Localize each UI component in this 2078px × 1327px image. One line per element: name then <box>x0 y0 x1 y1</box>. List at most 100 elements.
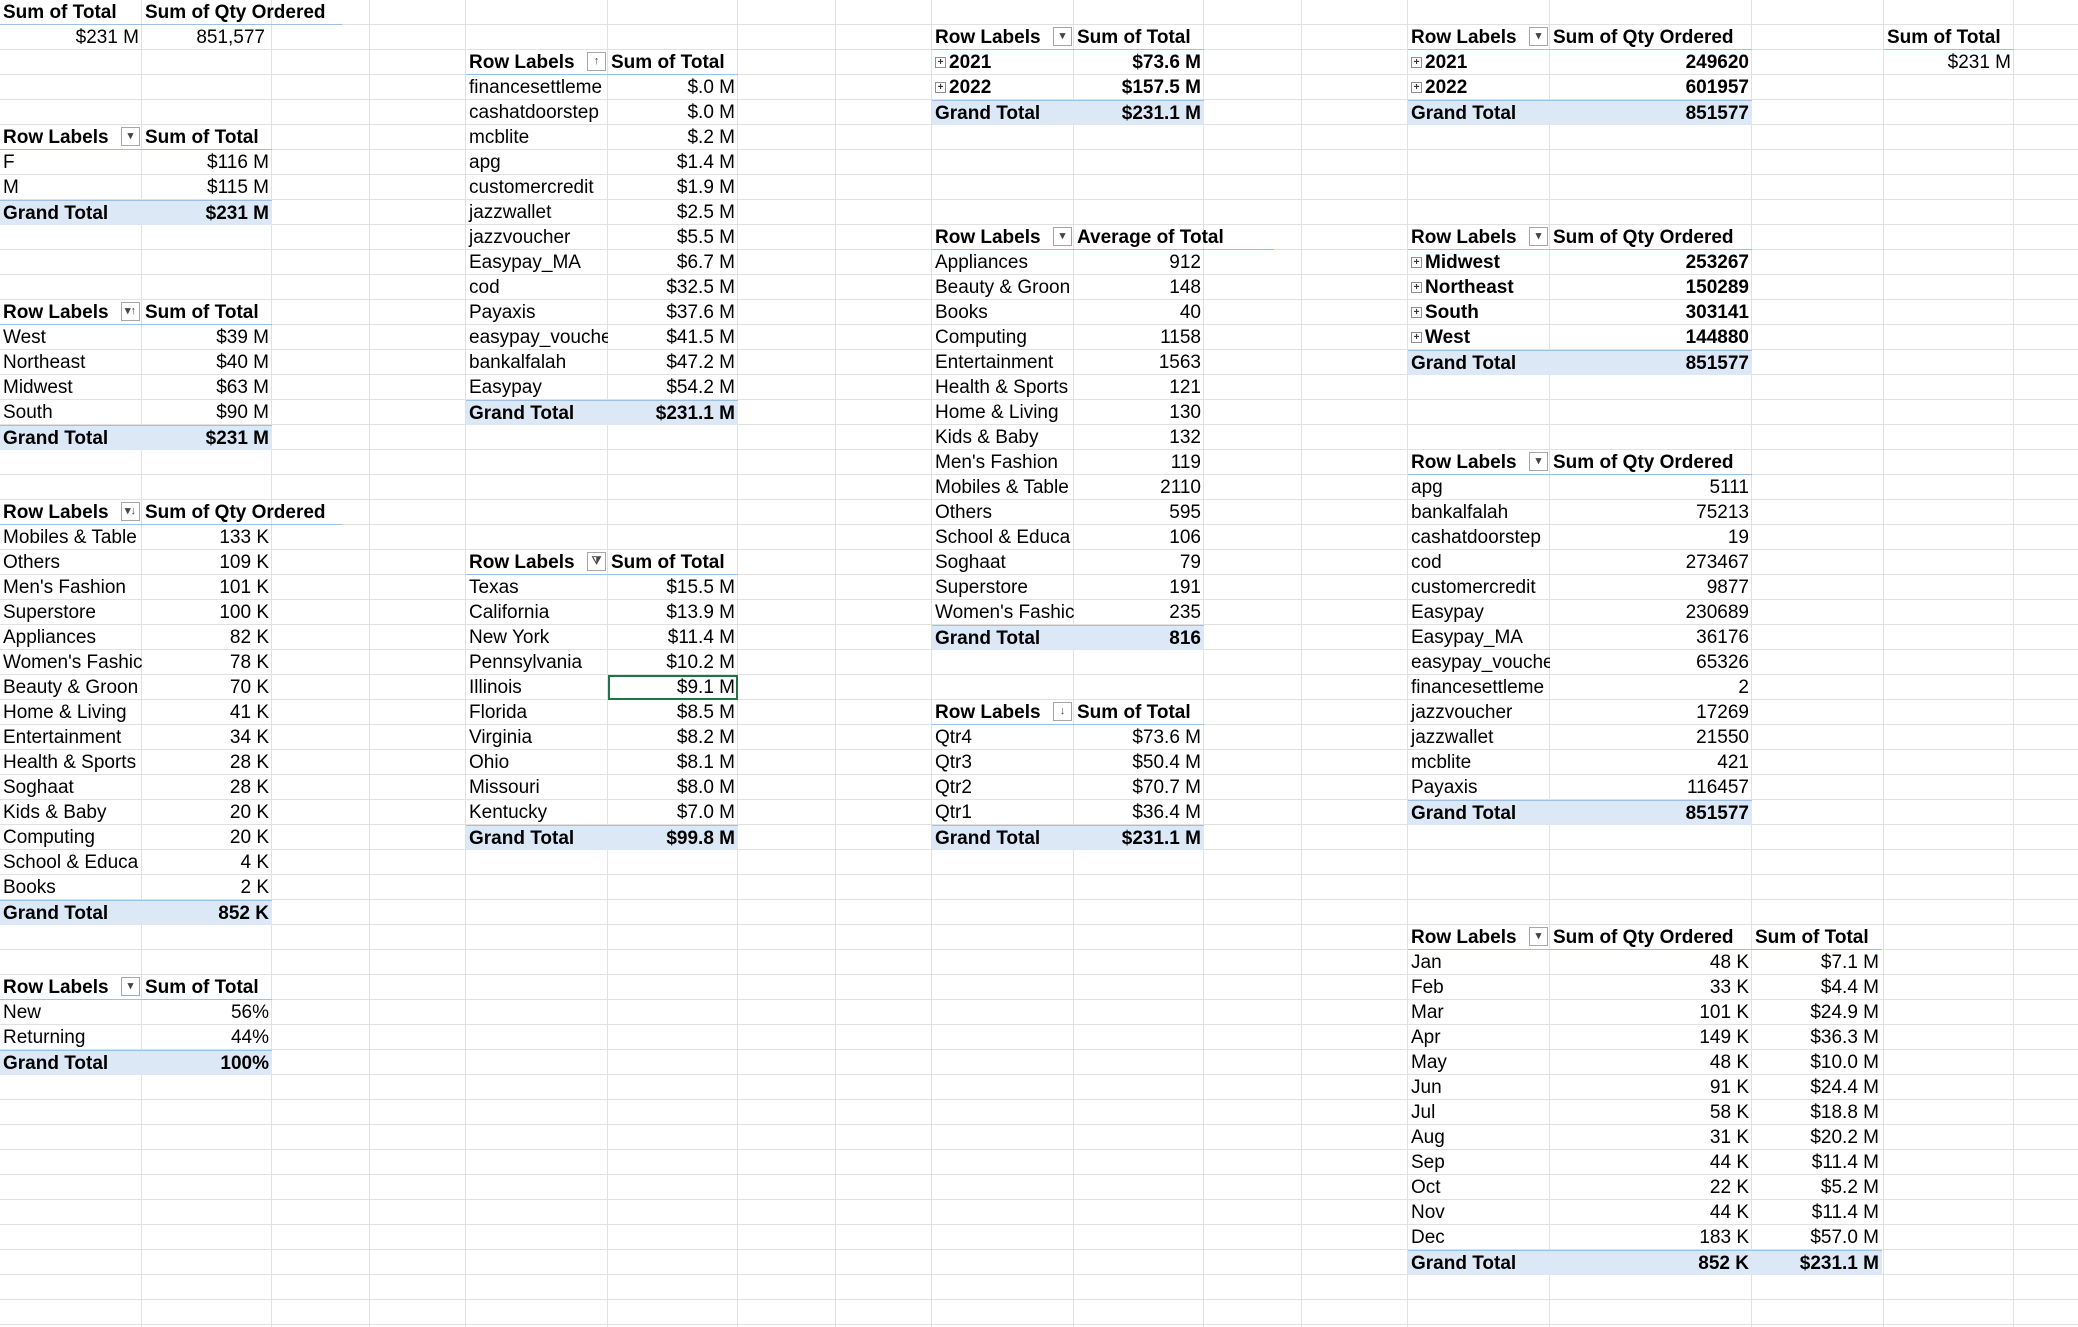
grand-total-label[interactable]: Grand Total <box>932 825 1074 850</box>
row-label-cell[interactable]: Qtr4 <box>932 725 1074 750</box>
grand-total-value[interactable]: 851577 <box>1550 100 1752 125</box>
grand-total-label[interactable]: Grand Total <box>1408 350 1550 375</box>
value-cell[interactable]: $.2 M <box>608 125 738 150</box>
value-cell[interactable]: $7.0 M <box>608 800 738 825</box>
value-cell[interactable]: 303141 <box>1550 300 1752 325</box>
row-label-cell[interactable]: easypay_vouche <box>466 325 608 350</box>
row-label-cell[interactable]: Payaxis <box>466 300 608 325</box>
value-cell[interactable]: $73.6 M <box>1074 725 1204 750</box>
row-label-cell[interactable]: Entertainment <box>0 725 142 750</box>
grand-total-value[interactable]: 816 <box>1074 625 1204 650</box>
row-label-cell[interactable]: apg <box>1408 475 1550 500</box>
sort-descending-icon[interactable]: ▾↓ <box>121 502 140 521</box>
value-cell[interactable]: 58 K <box>1550 1100 1752 1125</box>
pivot-region-total[interactable]: Row Labels ▾↑ Sum of Total West $39 M North… <box>0 300 272 450</box>
value-cell[interactable]: 33 K <box>1550 975 1752 1000</box>
row-label-cell[interactable]: Computing <box>932 325 1074 350</box>
value-cell[interactable]: 82 K <box>142 625 272 650</box>
expand-plus-icon[interactable]: + <box>1411 332 1422 344</box>
row-label-cell[interactable]: Others <box>0 550 142 575</box>
row-label-cell[interactable]: financesettleme <box>1408 675 1550 700</box>
value-cell[interactable]: 133 K <box>142 525 272 550</box>
row-label-cell[interactable]: Kentucky <box>466 800 608 825</box>
row-label-cell[interactable]: cod <box>466 275 608 300</box>
row-label-cell[interactable]: Health & Sports <box>932 375 1074 400</box>
row-label-cell[interactable]: Illinois <box>466 675 608 700</box>
value-cell[interactable]: 130 <box>1074 400 1204 425</box>
value-cell[interactable]: 150289 <box>1550 275 1752 300</box>
value-cell[interactable]: $5.5 M <box>608 225 738 250</box>
row-label-cell[interactable]: Entertainment <box>932 350 1074 375</box>
row-label-cell[interactable]: Home & Living <box>0 700 142 725</box>
row-label-cell[interactable]: Midwest <box>0 375 142 400</box>
grand-total-value[interactable]: $231.1 M <box>608 400 738 425</box>
row-label-cell[interactable]: May <box>1408 1050 1550 1075</box>
row-label-cell[interactable]: Qtr2 <box>932 775 1074 800</box>
row-labels-header[interactable]: Row Labels ▾↑ <box>0 300 142 325</box>
value-cell[interactable]: $4.4 M <box>1752 975 1882 1000</box>
row-label-cell[interactable]: Soghaat <box>932 550 1074 575</box>
expand-plus-icon[interactable]: + <box>935 82 946 94</box>
row-label-cell[interactable]: Easypay <box>1408 600 1550 625</box>
grand-total-label[interactable]: Grand Total <box>932 100 1074 125</box>
row-label-cell[interactable]: apg <box>466 150 608 175</box>
value-cell[interactable]: $6.7 M <box>608 250 738 275</box>
dropdown-arrow-icon[interactable]: ▾ <box>1529 227 1548 246</box>
value-cell[interactable]: 2110 <box>1074 475 1204 500</box>
value-cell[interactable]: 20 K <box>142 825 272 850</box>
value-cell[interactable]: 31 K <box>1550 1125 1752 1150</box>
pivot-overall-summary[interactable]: Sum of Total Sum of Qty Ordered $231 M 8… <box>0 0 342 50</box>
row-label-cell[interactable]: Home & Living <box>932 400 1074 425</box>
value-cell[interactable]: $41.5 M <box>608 325 738 350</box>
row-label-cell[interactable]: Easypay_MA <box>466 250 608 275</box>
value-cell[interactable]: $47.2 M <box>608 350 738 375</box>
row-label-cell[interactable]: Dec <box>1408 1225 1550 1250</box>
row-label-cell[interactable]: Mar <box>1408 1000 1550 1025</box>
pivot-customer-type[interactable]: Row Labels ▾ Sum of Total New 56% Returning… <box>0 975 272 1075</box>
row-label-cell[interactable]: Women's Fashic <box>0 650 142 675</box>
row-label-cell[interactable]: School & Educa <box>932 525 1074 550</box>
row-label-cell[interactable]: bankalfalah <box>1408 500 1550 525</box>
sort-ascending-icon[interactable]: ↑ <box>587 52 606 71</box>
row-label-cell[interactable]: Jul <box>1408 1100 1550 1125</box>
value-cell[interactable]: 109 K <box>142 550 272 575</box>
value-cell[interactable]: 78 K <box>142 650 272 675</box>
row-label-cell[interactable]: Appliances <box>0 625 142 650</box>
grand-total-label[interactable]: Grand Total <box>0 425 142 450</box>
value-cell[interactable]: $11.4 M <box>1752 1200 1882 1225</box>
row-label-cell[interactable]: cashatdoorstep <box>466 100 608 125</box>
value-cell[interactable]: 28 K <box>142 750 272 775</box>
value-cell[interactable]: $8.0 M <box>608 775 738 800</box>
pivot-payment-total[interactable]: Row Labels ↑ Sum of Total financesettleme… <box>466 50 738 425</box>
row-label-cell[interactable]: Jun <box>1408 1075 1550 1100</box>
value-cell[interactable]: 273467 <box>1550 550 1752 575</box>
row-labels-header[interactable]: Row Labels ▾ <box>1408 450 1550 475</box>
expand-plus-icon[interactable]: + <box>1411 57 1422 69</box>
pivot-state-total[interactable]: Row Labels ⧩ Sum of Total Texas $15.5 M Cal… <box>466 550 738 850</box>
value-cell[interactable]: $1.4 M <box>608 150 738 175</box>
grand-total-label[interactable]: Grand Total <box>466 400 608 425</box>
row-label-cell[interactable]: mcblite <box>466 125 608 150</box>
row-labels-header[interactable]: Row Labels ▾ <box>1408 925 1550 950</box>
row-label-cell[interactable]: Qtr3 <box>932 750 1074 775</box>
row-label-cell[interactable]: financesettleme <box>466 75 608 100</box>
row-label-cell[interactable]: School & Educa <box>0 850 142 875</box>
value-cell[interactable]: 100 K <box>142 600 272 625</box>
value-cell[interactable]: 183 K <box>1550 1225 1752 1250</box>
row-label-cell[interactable]: M <box>0 175 142 200</box>
value-cell[interactable]: $36.4 M <box>1074 800 1204 825</box>
dropdown-arrow-icon[interactable]: ▾ <box>121 127 140 146</box>
row-label-cell[interactable]: Superstore <box>932 575 1074 600</box>
row-label-cell[interactable]: + West <box>1408 325 1550 350</box>
value-cell[interactable]: 75213 <box>1550 500 1752 525</box>
header-sum-of-qty[interactable]: Sum of Qty Ordered <box>1550 25 1752 50</box>
value-cell[interactable]: 20 K <box>142 800 272 825</box>
sort-ascending-icon[interactable]: ▾↑ <box>121 302 140 321</box>
filter-icon[interactable]: ⧩ <box>587 552 606 571</box>
row-label-cell[interactable]: Books <box>932 300 1074 325</box>
value-cell[interactable]: 132 <box>1074 425 1204 450</box>
row-label-cell[interactable]: South <box>0 400 142 425</box>
row-label-cell[interactable]: jazzvoucher <box>466 225 608 250</box>
row-label-cell[interactable]: Women's Fashic <box>932 600 1074 625</box>
value-cell[interactable]: $8.2 M <box>608 725 738 750</box>
